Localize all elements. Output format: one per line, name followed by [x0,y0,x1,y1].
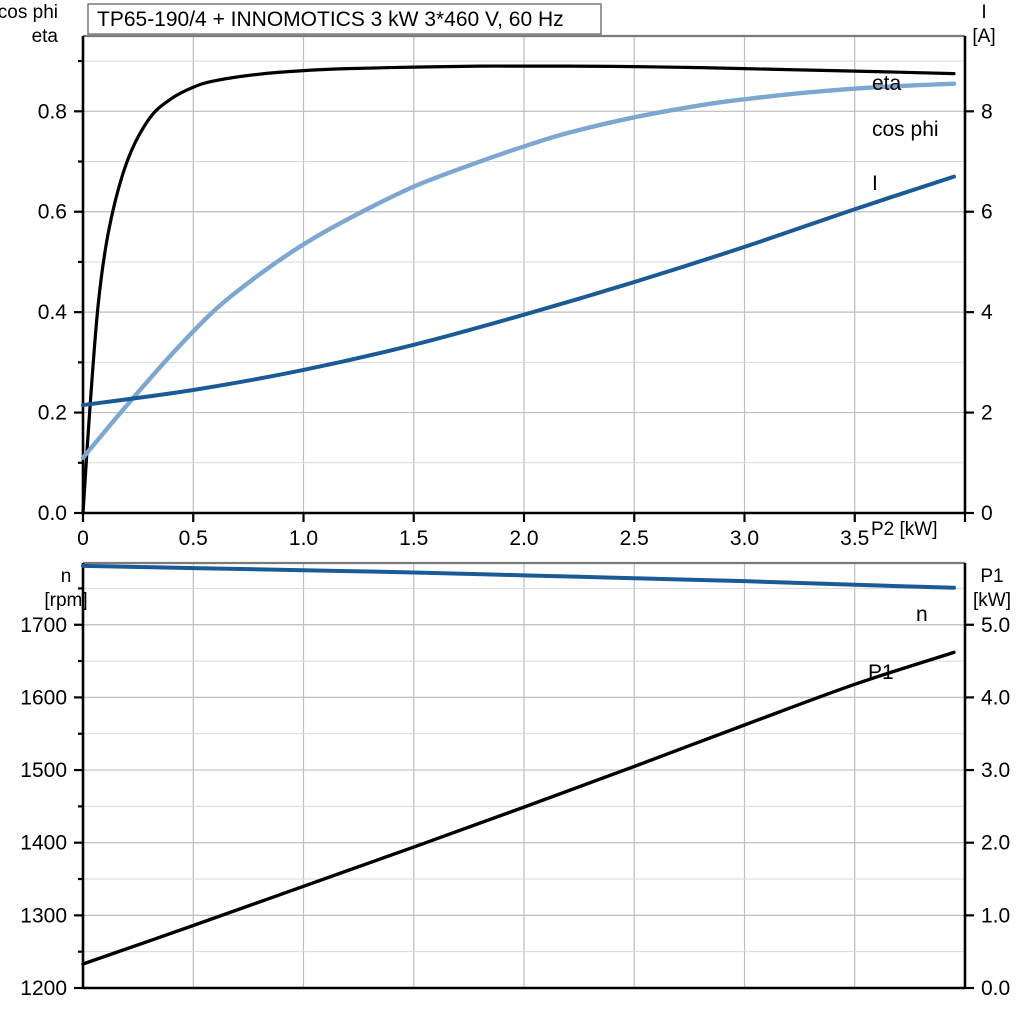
top-chart-x-tick-label: 2.0 [509,527,538,550]
top-chart-x-tick-label: 0.5 [179,527,208,550]
bottom-chart-left-tick-label: 1300 [20,904,67,927]
bottom-chart-gridlines [83,563,966,988]
current-curve [81,174,956,408]
bottom-chart-tick-labels: 1200 1300 1400 1500 1600 1700 0.0 1.0 2.0 3.0 4.0 5… [20,614,1010,1000]
current-curve-label: I [872,172,878,195]
top-chart-x-tick-label: 1.5 [399,527,428,550]
chart-title-box [87,3,602,35]
top-chart-right-tick-label: 8 [981,100,993,123]
bottom-chart-right-tick-label: 4.0 [981,686,1010,709]
top-chart-right-tick-label: 2 [981,402,993,425]
top-chart-x-tick-label: 3.5 [840,527,869,550]
top-chart-right-tick-label: 0 [981,502,993,525]
top-chart-x-tick-label: 0 [77,527,89,550]
bottom-chart-tickmarks [74,587,974,990]
top-chart-gridlines [83,36,966,513]
top-chart-tickmarks [74,60,974,522]
top-chart-left-tick-label: 0.2 [38,402,67,425]
bottom-chart-left-tick-label: 1400 [20,832,67,855]
top-chart-tick-labels: 0.0 0.2 0.4 0.6 0.8 0 2 4 6 8 0 0.5 1.0 1.5 2.0 2.5 3.0 3… [38,100,993,550]
chart-title: TP65-190/4 + INNOMOTICS 3 kW 3*460 V, 60… [97,8,564,31]
top-chart-x-tick-label: 1.0 [289,527,318,550]
top-chart-left-axis-title-line2: eta [32,26,59,47]
speed-curve-label: n [916,603,928,626]
bottom-chart-left-tick-label: 1600 [20,686,67,709]
cos-phi-curve [80,81,957,460]
bottom-chart-right-tick-label: 3.0 [981,759,1010,782]
cos-phi-curve-label: cos phi [872,118,939,141]
top-chart-left-tick-label: 0.0 [38,502,67,525]
top-chart-x-axis-title: P2 [kW] [871,519,938,540]
bottom-chart-left-tick-label: 1700 [20,614,67,637]
top-chart: 0.0 0.2 0.4 0.6 0.8 0 2 4 6 8 0 0.5 1.0 1.5 2.0 2.5 3.0 3… [0,2,996,550]
bottom-chart-left-axis-title-line1: n [61,566,72,587]
top-chart-right-tick-label: 6 [981,201,993,224]
top-chart-left-tick-label: 0.8 [38,100,67,123]
bottom-chart-left-tick-label: 1200 [20,977,67,1000]
bottom-chart-right-axis-title-line2: [kW] [973,590,1011,611]
bottom-chart-left-axis-title-line2: [rpm] [44,590,87,611]
eta-curve [81,64,956,515]
bottom-chart-right-axis-title-line1: P1 [980,566,1003,587]
eta-curve-label: eta [872,72,902,95]
bottom-chart-right-tick-label: 1.0 [981,904,1010,927]
bottom-chart-left-tick-label: 1500 [20,759,67,782]
top-chart-x-tick-label: 3.0 [730,527,759,550]
bottom-chart-right-tick-label: 0.0 [981,977,1010,1000]
bottom-chart-right-tick-label: 5.0 [981,614,1010,637]
power-curve [81,650,956,966]
top-chart-left-tick-label: 0.4 [38,301,68,324]
top-chart-right-axis-title-line1: I [981,2,986,23]
power-curve-label: P1 [868,661,894,684]
speed-curve [81,563,956,590]
bottom-chart: 1200 1300 1400 1500 1600 1700 0.0 1.0 2.0 3.0 4.0 5… [20,561,1011,1000]
top-chart-right-tick-label: 4 [981,301,993,324]
bottom-chart-right-tick-label: 2.0 [981,832,1010,855]
top-chart-x-tick-label: 2.5 [620,527,649,550]
top-chart-left-axis-title-line1: cos phi [0,2,58,23]
top-chart-right-axis-title-line2: [A] [972,26,995,47]
top-chart-left-tick-label: 0.6 [38,201,67,224]
